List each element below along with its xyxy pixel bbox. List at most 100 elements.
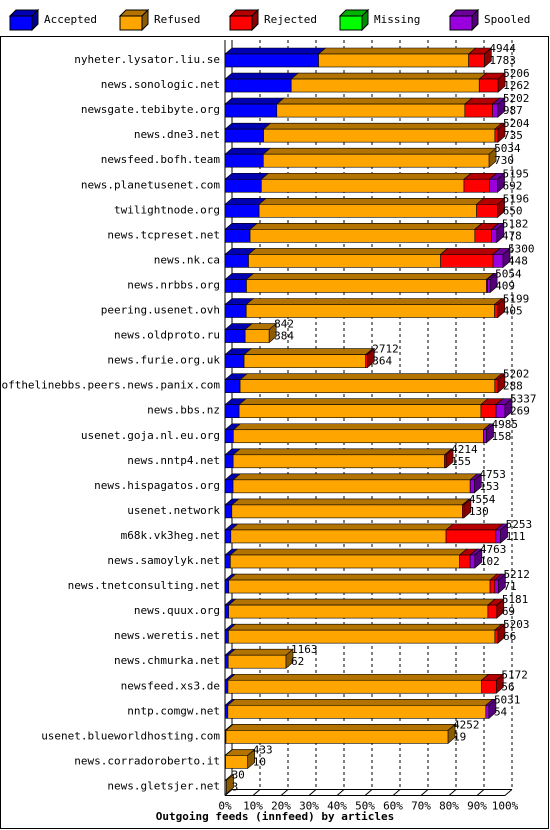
bar-top (238, 398, 489, 406)
x-tick-label: 70% (411, 799, 431, 812)
y-tick-label: nntp.comgw.net (127, 704, 220, 717)
accepted-label: 288 (503, 380, 523, 393)
bar-segment (474, 229, 492, 243)
bar-top (231, 498, 471, 506)
bar-segment (489, 178, 498, 193)
bar-segment (224, 304, 247, 318)
bar-segment (494, 579, 499, 594)
bar-segment (224, 178, 262, 193)
accepted-label: 987 (503, 104, 523, 117)
x-tick-label: 0% (218, 799, 232, 812)
y-tick-label: peering.usenet.ovh (101, 304, 220, 317)
legend-swatch (449, 15, 473, 31)
bar-segment (495, 404, 506, 419)
bar-segment (224, 554, 231, 569)
bar-segment (476, 204, 498, 218)
bar-segment (232, 454, 445, 469)
y-tick-label: twilightnode.org (114, 203, 220, 216)
bar-top (224, 172, 270, 180)
tick-mark (308, 789, 317, 796)
bar-side (497, 372, 506, 394)
tick-mark (280, 789, 289, 796)
accepted-label: 130 (469, 505, 489, 518)
total-label: 5195 (503, 167, 530, 180)
x-tick-label: 90% (467, 799, 487, 812)
bar-segment (230, 554, 460, 569)
accepted-label: 448 (508, 254, 528, 267)
accepted-label: 650 (503, 204, 523, 217)
bar-segment (228, 579, 491, 594)
accepted-label: 56 (501, 680, 514, 693)
bar-top (227, 673, 490, 681)
accepted-label: 62 (291, 655, 304, 668)
tick-mark (392, 789, 401, 796)
bar-segment (464, 103, 493, 118)
bar-top (245, 298, 503, 305)
bar-segment (469, 554, 476, 569)
total-label: 5212 (503, 568, 530, 581)
accepted-label: 364 (372, 355, 392, 368)
bar-segment (225, 755, 249, 769)
total-label: 5034 (494, 142, 521, 155)
bar-top (227, 698, 494, 706)
bar-top (227, 623, 503, 631)
bar-segment (459, 554, 471, 569)
bar-segment (262, 153, 490, 168)
y-tick-label: news.hispagatos.org (94, 479, 220, 492)
total-label: 2712 (372, 343, 399, 356)
y-tick-label: news.sonologic.net (101, 78, 220, 91)
legend-label: Refused (154, 13, 200, 26)
bar-side (497, 97, 506, 118)
bar-segment (224, 629, 229, 644)
total-label: 5196 (503, 192, 530, 205)
bar-side (498, 573, 506, 594)
bar-segment (244, 329, 270, 343)
bar-segment (318, 53, 469, 68)
tick-mark (336, 789, 345, 796)
y-tick-label: news.nk.ca (154, 253, 220, 266)
y-tick-label: news.corradoroberto.it (74, 754, 220, 767)
bar-top (227, 648, 294, 656)
bar-segment (224, 379, 241, 393)
total-label: 5031 (494, 693, 521, 706)
bar-segment (224, 204, 260, 218)
bar-top (224, 147, 272, 155)
bar-side (474, 548, 483, 569)
x-tick-label: 60% (383, 799, 403, 812)
y-tick-label: news.planetusenet.com (81, 178, 220, 191)
bar-segment (224, 103, 278, 118)
bar-top (249, 223, 483, 230)
bar-top (224, 47, 327, 55)
bar-segment (487, 279, 491, 293)
accepted-label: 71 (503, 580, 516, 593)
accepted-label: 384 (274, 330, 294, 343)
accepted-label: 111 (506, 530, 526, 543)
bar-segment (494, 379, 499, 393)
y-tick-label: newsfeed.xs3.de (121, 679, 220, 692)
bar-side (500, 523, 508, 544)
bar-segment (463, 178, 490, 193)
bar-segment (494, 304, 499, 318)
y-tick-label: news.tcpreset.net (107, 228, 220, 241)
accepted-label: 478 (502, 229, 522, 242)
bar-segment (224, 679, 229, 694)
bar-segment (481, 679, 497, 694)
plot-frame (0, 36, 549, 829)
bar-side (474, 473, 482, 494)
accepted-label: 54 (494, 705, 508, 718)
bar-segment (468, 53, 485, 68)
y-tick-label: endofthelinebbs.peers.news.panix.com (0, 379, 220, 392)
total-label: 5054 (495, 267, 522, 280)
bar-segment (224, 329, 246, 343)
tick-mark (476, 789, 485, 796)
bar-top (260, 172, 472, 180)
bar-segment (261, 178, 465, 193)
total-label: 4944 (489, 42, 516, 55)
bar-top (239, 373, 503, 380)
total-label: 4554 (469, 493, 496, 506)
total-label: 4985 (492, 418, 519, 431)
bar-segment (246, 279, 487, 293)
bar-side (496, 673, 504, 694)
bar-segment (228, 629, 496, 644)
tick-mark (252, 789, 261, 796)
